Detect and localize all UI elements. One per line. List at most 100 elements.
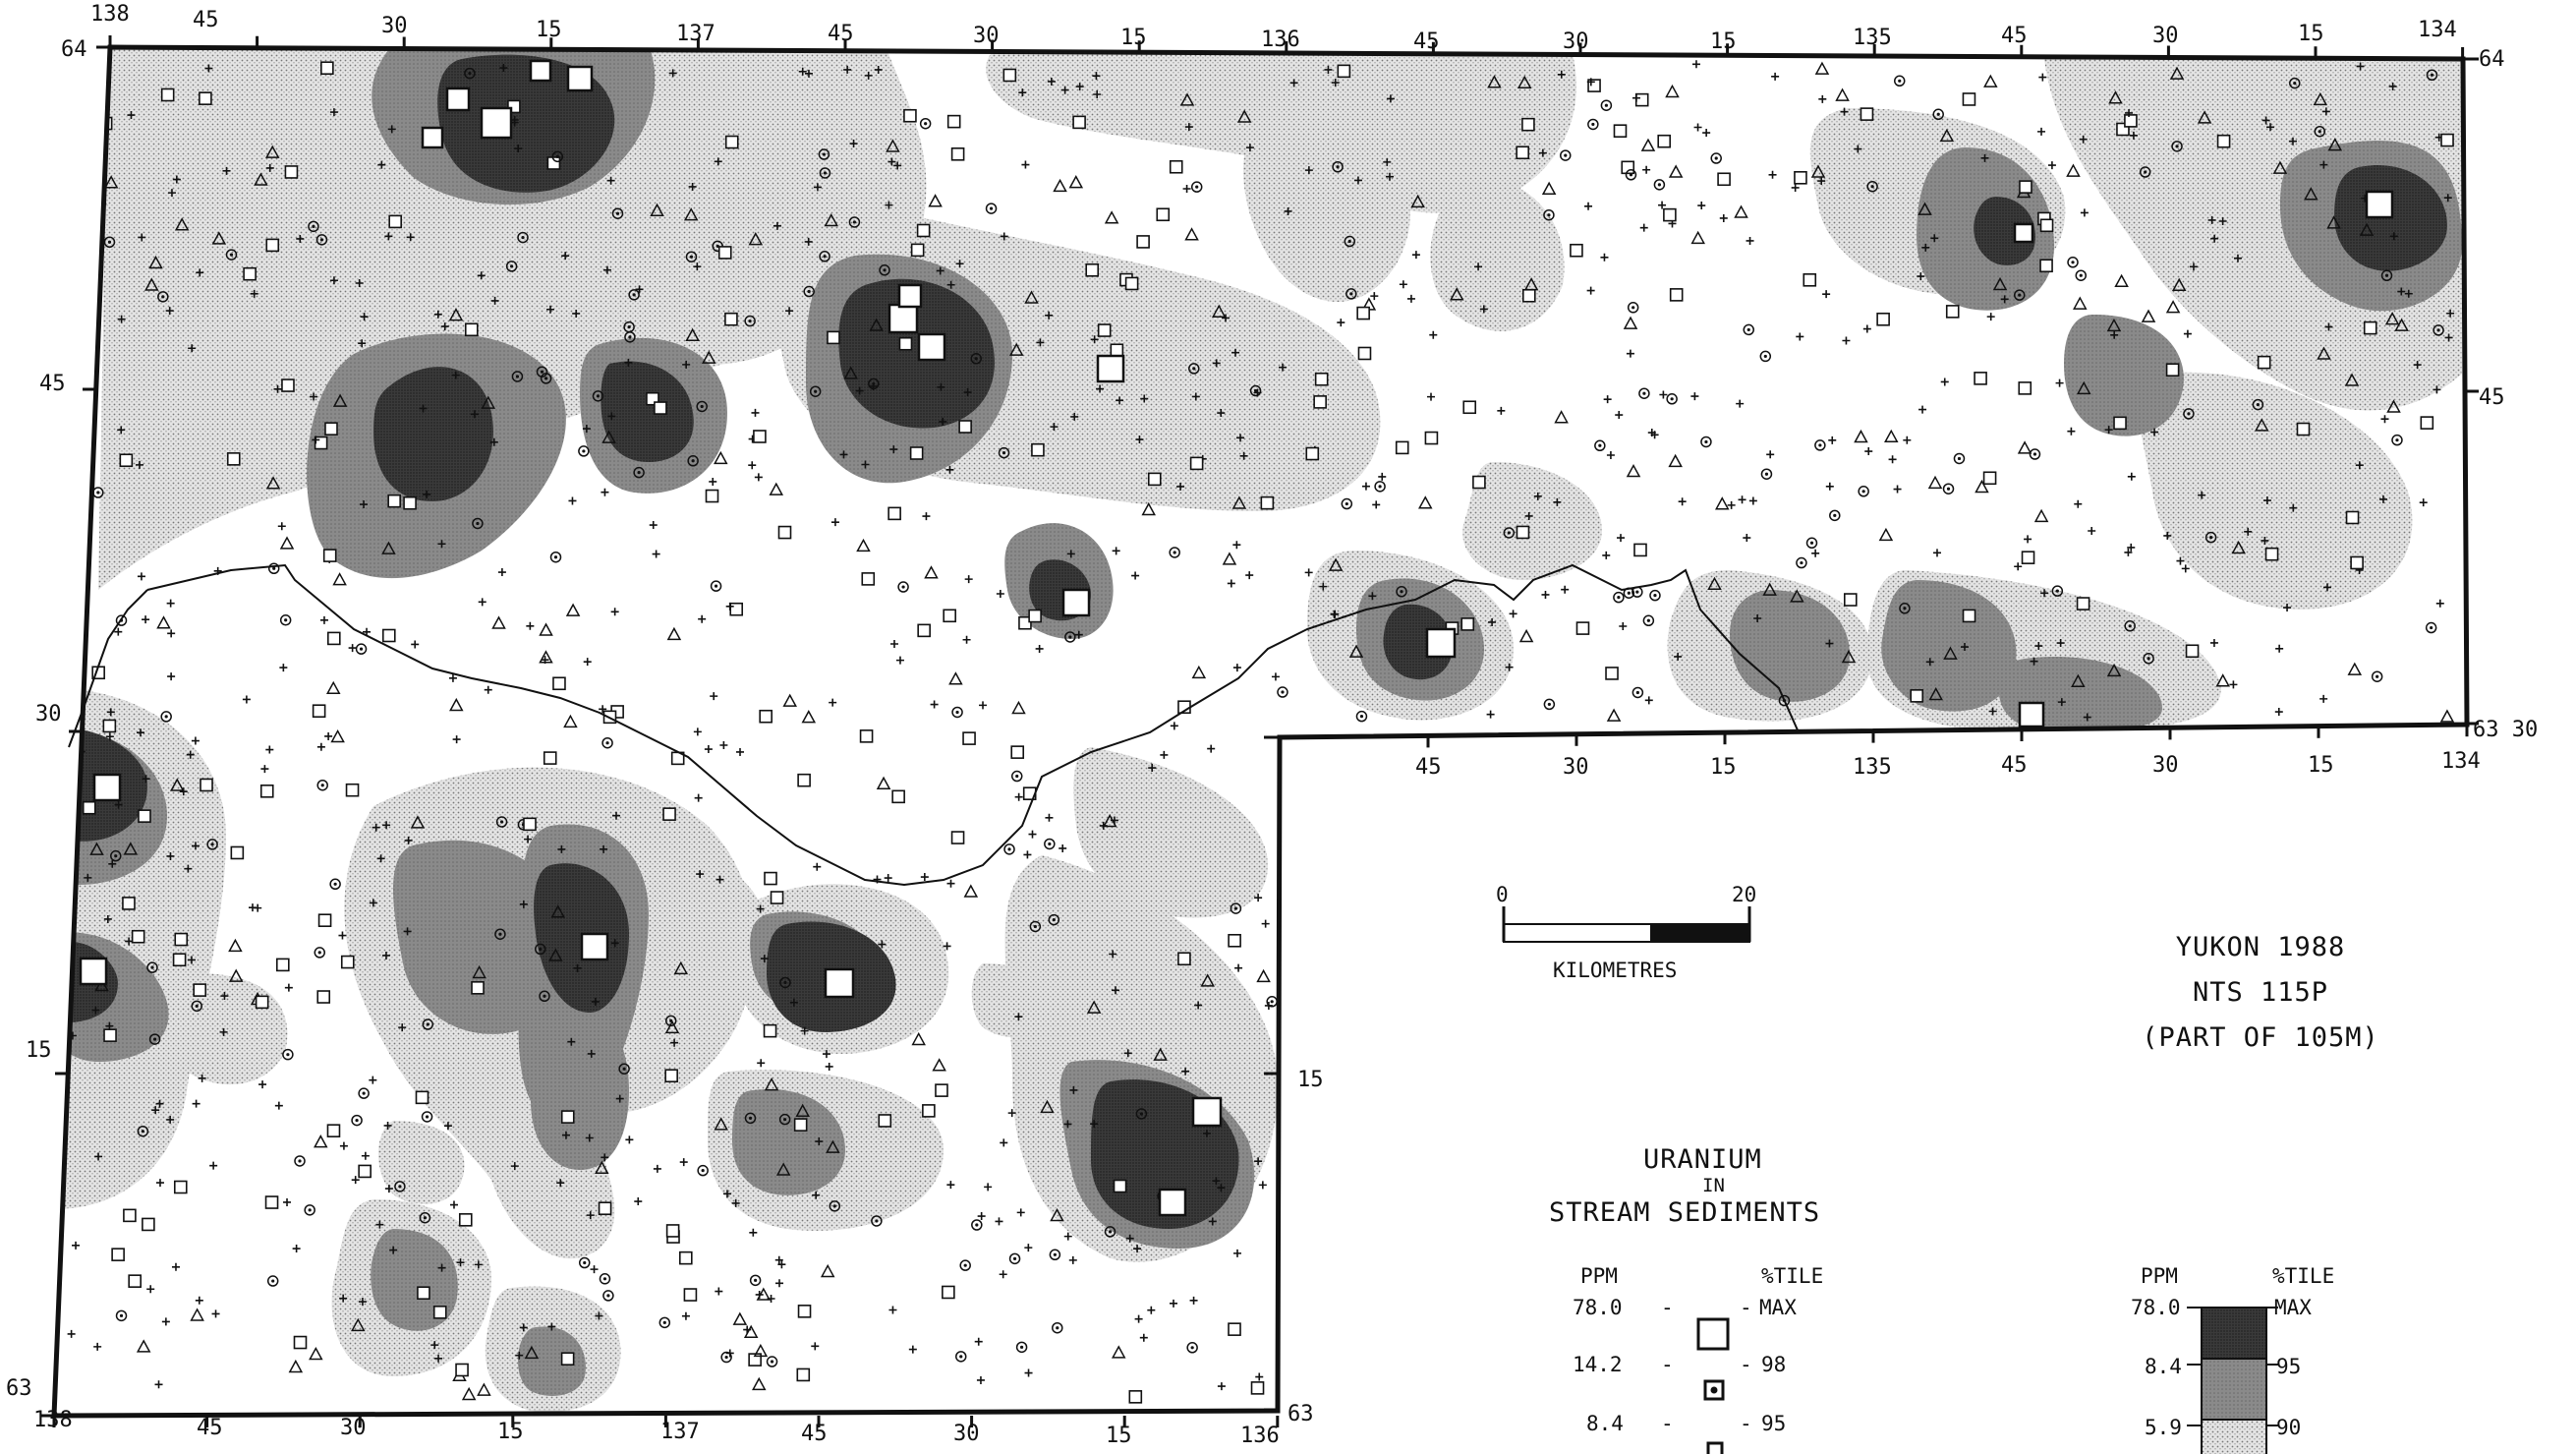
- cross-icon: [137, 572, 145, 581]
- cross-icon: [798, 67, 807, 76]
- circle-dot-icon: [191, 1000, 202, 1013]
- cross-icon: [996, 590, 1004, 599]
- circle-dot-icon: [1355, 710, 1368, 723]
- square-icon: [281, 378, 295, 392]
- cross-icon: [1255, 1372, 1264, 1381]
- grid-label-bottom: 30: [953, 1422, 980, 1446]
- square-icon: [226, 452, 241, 466]
- square-icon: [172, 953, 187, 967]
- circle-dot-icon: [316, 779, 328, 791]
- cross-icon: [94, 1152, 103, 1161]
- square-icon: [2296, 422, 2311, 436]
- cross-icon: [830, 518, 839, 527]
- cross-icon: [1488, 617, 1497, 626]
- circle-dot-icon: [1374, 481, 1386, 493]
- cross-icon: [137, 728, 145, 737]
- cross-icon: [398, 1023, 407, 1032]
- cross-icon: [106, 708, 115, 717]
- grid-label-bottom-right: 15: [1710, 755, 1737, 780]
- square-icon: [1395, 440, 1409, 455]
- triangle-icon: [1417, 495, 1433, 509]
- cross-icon: [1212, 1177, 1221, 1186]
- circle-dot-icon: [2433, 324, 2444, 336]
- cross-icon: [2274, 708, 2283, 717]
- circle-dot-icon: [358, 1087, 370, 1099]
- cross-icon: [1427, 392, 1435, 401]
- triangle-icon: [856, 538, 871, 553]
- cross-icon: [93, 1342, 102, 1351]
- triangle-icon: [1236, 109, 1252, 123]
- triangle-icon: [1734, 204, 1748, 218]
- cross-icon: [85, 169, 93, 178]
- cross-icon: [117, 426, 126, 435]
- cross-icon: [138, 233, 146, 242]
- triangle-icon: [1050, 1207, 1064, 1222]
- cross-icon: [105, 732, 114, 741]
- cross-icon: [437, 1263, 446, 1272]
- cross-icon: [634, 1197, 643, 1206]
- cross-icon: [1429, 330, 1438, 339]
- triangle-icon: [595, 1160, 609, 1175]
- circle-dot-icon: [1627, 302, 1639, 314]
- cross-icon: [1028, 830, 1037, 839]
- square-icon: [759, 709, 773, 724]
- cross-icon: [474, 1260, 483, 1269]
- circle-dot-icon: [1186, 1342, 1198, 1354]
- cross-icon: [2127, 472, 2136, 481]
- cross-icon: [1194, 1001, 1203, 1010]
- circle-dot-icon: [778, 1113, 791, 1126]
- square-icon: [1460, 617, 1475, 631]
- cross-icon: [1112, 986, 1119, 995]
- circle-dot-icon: [1899, 603, 1911, 614]
- square-icon: [910, 243, 925, 258]
- grid-label-left: 30: [35, 702, 62, 727]
- cross-icon: [2034, 642, 2043, 651]
- square-icon: [200, 778, 213, 792]
- cross-icon: [1584, 202, 1593, 210]
- triangle-icon: [1211, 304, 1227, 318]
- circle-dot-icon: [517, 231, 529, 244]
- circle-dot-icon: [267, 562, 280, 575]
- square-icon: [464, 322, 479, 337]
- square-icon: [1128, 1390, 1143, 1404]
- cross-icon: [922, 512, 931, 521]
- circle-dot-icon: [687, 455, 699, 467]
- scale-bar: [1502, 906, 1751, 943]
- cross-icon: [1189, 1296, 1198, 1305]
- cross-icon: [963, 388, 972, 397]
- cross-icon: [105, 1021, 114, 1030]
- triangle-icon: [1541, 181, 1557, 196]
- circle-dot-icon: [419, 1211, 431, 1224]
- circle-dot-icon: [2075, 269, 2088, 281]
- dash-icon: -: [1661, 1353, 1674, 1376]
- cross-icon: [681, 1311, 690, 1320]
- cross-icon: [757, 1059, 766, 1068]
- triangle-icon: [751, 1376, 767, 1391]
- triangle-icon: [886, 139, 900, 152]
- cross-icon: [2198, 491, 2206, 499]
- cross-icon: [541, 656, 549, 665]
- cross-icon: [296, 234, 305, 243]
- cross-icon: [1279, 363, 1287, 372]
- legend-symbol-column: [1696, 1317, 1730, 1454]
- square-icon: [102, 719, 117, 733]
- cross-icon: [2324, 322, 2333, 331]
- triangle-icon: [148, 255, 163, 269]
- cross-icon: [1406, 294, 1415, 303]
- cross-icon: [556, 1179, 565, 1188]
- cross-icon: [606, 176, 615, 185]
- circle-dot-icon: [551, 150, 564, 163]
- triangle-icon: [123, 842, 139, 855]
- cross-icon: [2380, 415, 2389, 424]
- circle-dot-icon: [1638, 387, 1650, 399]
- cross-icon: [1254, 894, 1263, 902]
- square-icon: [1516, 525, 1530, 540]
- circle-dot-icon: [1594, 439, 1606, 452]
- cross-icon: [2079, 135, 2088, 144]
- grid-label-top: 45: [828, 22, 854, 46]
- cross-icon: [103, 914, 112, 923]
- triangle-icon: [924, 565, 939, 579]
- cross-icon: [1007, 1109, 1016, 1118]
- cross-icon: [1133, 1245, 1142, 1253]
- cross-icon: [1059, 843, 1067, 852]
